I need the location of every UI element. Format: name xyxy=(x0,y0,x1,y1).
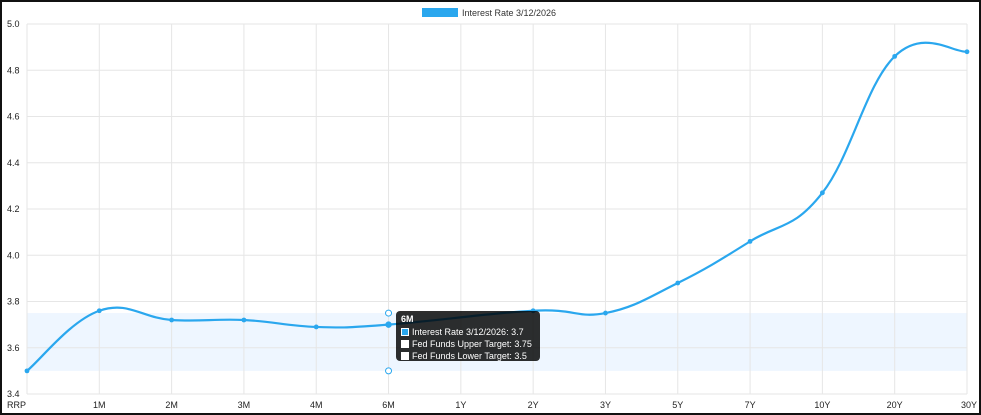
x-tick-label-2m: 2M xyxy=(165,400,178,410)
x-tick-label-6m: 6M xyxy=(382,400,395,410)
tooltip-text-upper: Fed Funds Upper Target: 3.75 xyxy=(412,339,532,349)
y-tick-label-1: 3.6 xyxy=(7,343,20,353)
y-tick-label-2: 3.8 xyxy=(7,297,20,307)
x-tick-label-2y: 2Y xyxy=(528,400,539,410)
y-tick-label-3: 4.0 xyxy=(7,250,20,260)
data-point-5y[interactable] xyxy=(675,280,681,286)
data-point-3m[interactable] xyxy=(241,317,247,323)
x-tick-label-3m: 3M xyxy=(238,400,251,410)
x-tick-label-30y: 30Y xyxy=(961,400,977,410)
data-point-30y[interactable] xyxy=(964,49,970,55)
legend-label[interactable]: Interest Rate 3/12/2026 xyxy=(462,8,556,18)
x-tick-label-1m: 1M xyxy=(93,400,106,410)
data-point-1m[interactable] xyxy=(96,308,102,314)
tooltip-swatch-upper xyxy=(401,340,409,348)
data-point-20y[interactable] xyxy=(892,53,898,59)
tooltip-swatch-rate xyxy=(401,328,409,336)
data-point-rrp[interactable] xyxy=(24,368,30,374)
x-tick-label-1y: 1Y xyxy=(455,400,466,410)
data-point-2m[interactable] xyxy=(169,317,175,323)
data-point-4m[interactable] xyxy=(313,324,319,330)
y-tick-label-7: 4.8 xyxy=(7,65,20,75)
x-tick-label-20y: 20Y xyxy=(887,400,903,410)
x-tick-label-rrp: RRP xyxy=(7,400,26,410)
tooltip-row-rate: Interest Rate 3/12/2026: 3.7 xyxy=(401,326,535,338)
data-point-6m[interactable] xyxy=(385,321,392,328)
tooltip-row-upper: Fed Funds Upper Target: 3.75 xyxy=(401,338,535,350)
tooltip-text-rate: Interest Rate 3/12/2026: 3.7 xyxy=(412,327,524,337)
data-point-3y[interactable] xyxy=(603,310,608,316)
data-point-10y[interactable] xyxy=(819,190,825,196)
hover-point-lower-target xyxy=(385,367,393,375)
y-tick-label-4: 4.2 xyxy=(7,204,20,214)
tooltip: 6M Interest Rate 3/12/2026: 3.7 Fed Fund… xyxy=(396,311,540,361)
x-tick-label-7y: 7Y xyxy=(745,400,756,410)
x-tick-label-10y: 10Y xyxy=(814,400,830,410)
x-tick-label-4m: 4M xyxy=(310,400,323,410)
y-tick-label-8: 5.0 xyxy=(7,19,20,29)
y-tick-label-0: 3.4 xyxy=(7,389,20,399)
hover-point-upper-target xyxy=(385,309,393,317)
tooltip-title: 6M xyxy=(401,314,414,324)
y-tick-label-6: 4.6 xyxy=(7,112,20,122)
tooltip-text-lower: Fed Funds Lower Target: 3.5 xyxy=(412,351,527,361)
tooltip-row-lower: Fed Funds Lower Target: 3.5 xyxy=(401,350,535,362)
legend-swatch[interactable] xyxy=(422,8,458,17)
data-point-7y[interactable] xyxy=(747,238,753,244)
x-tick-label-3y: 3Y xyxy=(600,400,611,410)
tooltip-swatch-lower xyxy=(401,352,409,360)
x-tick-label-5y: 5Y xyxy=(672,400,683,410)
y-tick-label-5: 4.4 xyxy=(7,158,20,168)
